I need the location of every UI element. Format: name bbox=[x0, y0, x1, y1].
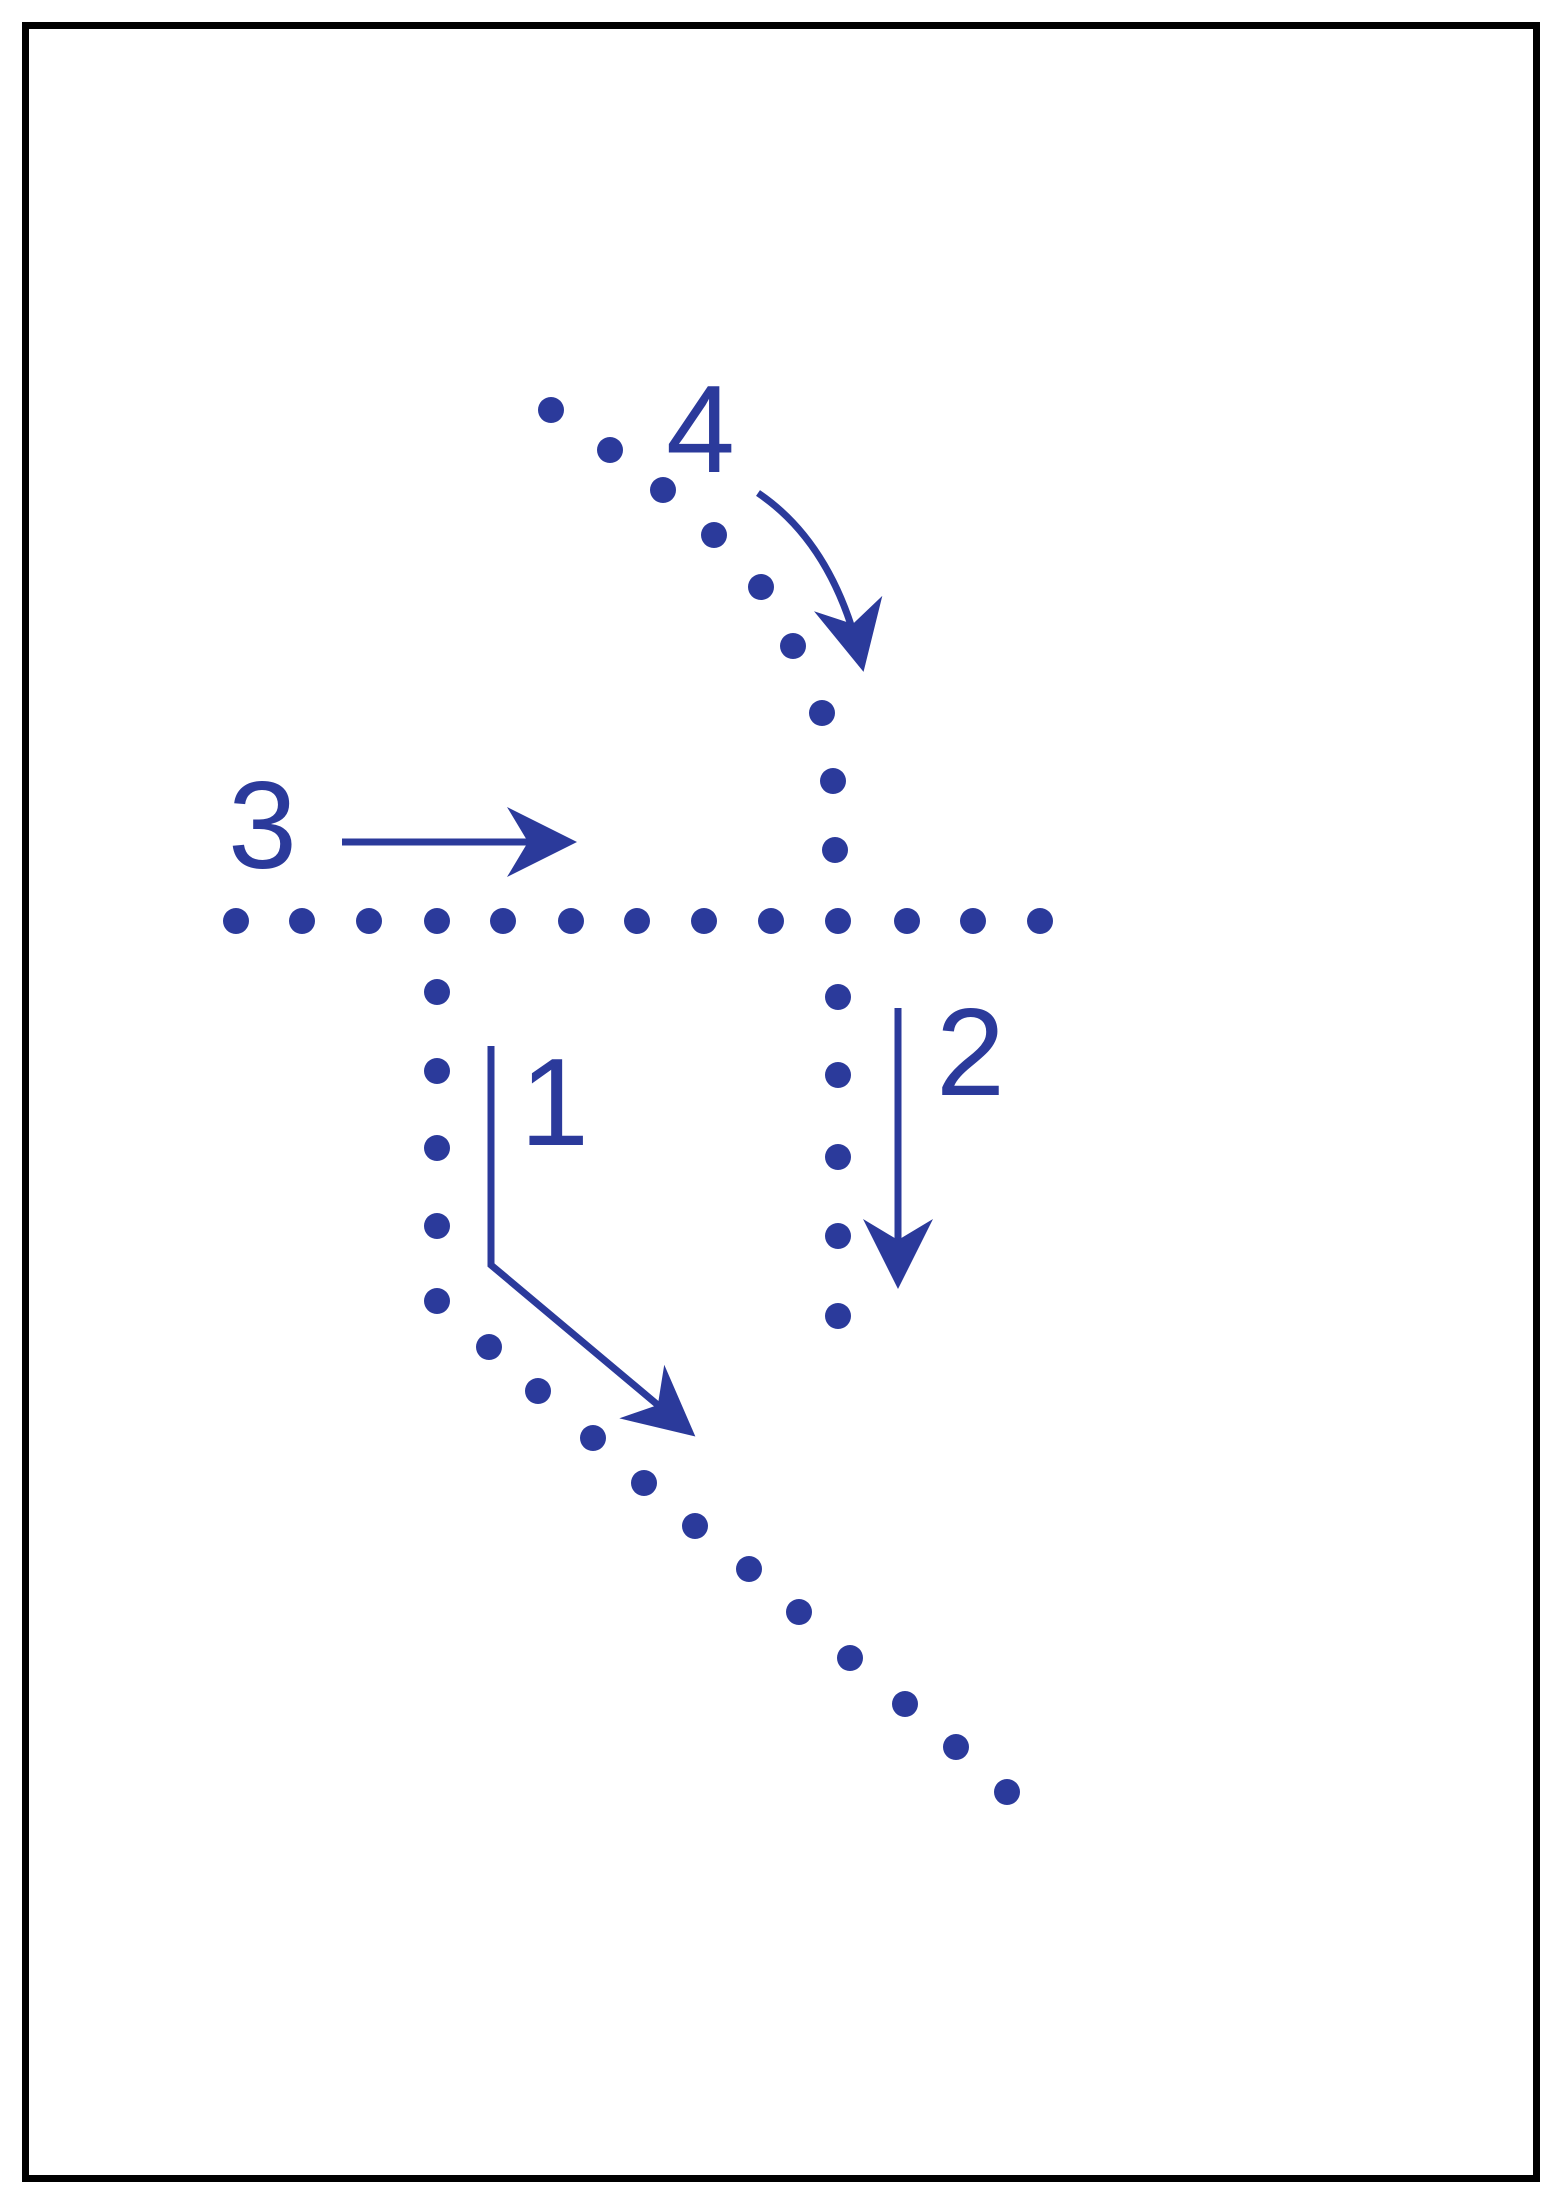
path-1-dot bbox=[476, 1334, 502, 1360]
horizontal-dot bbox=[1027, 908, 1053, 934]
horizontal-dot bbox=[624, 908, 650, 934]
path-4-dot bbox=[701, 522, 727, 548]
horizontal-dot bbox=[223, 908, 249, 934]
path-1-dot bbox=[424, 979, 450, 1005]
path-2-dot bbox=[825, 1144, 851, 1170]
horizontal-dot bbox=[758, 908, 784, 934]
dotted-paths bbox=[223, 397, 1053, 1805]
path-1-dot bbox=[943, 1734, 969, 1760]
path-2-dot bbox=[825, 1303, 851, 1329]
path-2-label: 2 bbox=[936, 984, 1005, 1122]
path-2-dot bbox=[825, 1223, 851, 1249]
horizontal-dot bbox=[558, 908, 584, 934]
path-4-dot bbox=[820, 768, 846, 794]
path-1-dots bbox=[424, 979, 1020, 1805]
path-1-dot bbox=[580, 1425, 606, 1451]
path-1-dot bbox=[525, 1378, 551, 1404]
path-1-dot bbox=[424, 1213, 450, 1239]
horizontal-dot bbox=[825, 908, 851, 934]
path-4-dot bbox=[650, 477, 676, 503]
path-1-dot bbox=[736, 1556, 762, 1582]
horizontal-dot bbox=[490, 908, 516, 934]
horizontal-dot bbox=[894, 908, 920, 934]
path-1-dot bbox=[424, 1288, 450, 1314]
path-4-dot bbox=[748, 574, 774, 600]
path-4-label: 4 bbox=[666, 361, 735, 499]
horizontal-dot bbox=[356, 908, 382, 934]
path-3-label: 3 bbox=[228, 757, 297, 895]
path-1-dot bbox=[424, 1058, 450, 1084]
horizontal-dot bbox=[289, 908, 315, 934]
path-2-dot bbox=[825, 984, 851, 1010]
path-2-dots bbox=[825, 984, 851, 1329]
path-4-dots bbox=[538, 397, 848, 863]
path-4-dot bbox=[780, 633, 806, 659]
path-1-dot bbox=[994, 1779, 1020, 1805]
path-1-dot bbox=[892, 1691, 918, 1717]
path-2-dot bbox=[825, 1062, 851, 1088]
path-1-dot bbox=[786, 1599, 812, 1625]
path-4-dot bbox=[538, 397, 564, 423]
path-4-arrow bbox=[756, 490, 883, 672]
horizontal-dot bbox=[424, 908, 450, 934]
path-1-dot bbox=[682, 1513, 708, 1539]
path-1-arrow bbox=[487, 1046, 696, 1437]
diagram-frame bbox=[22, 22, 1540, 2182]
path-4-dot bbox=[809, 700, 835, 726]
horizontal-dot bbox=[960, 908, 986, 934]
path-1-label: 1 bbox=[520, 1034, 589, 1172]
path-1-dot bbox=[837, 1645, 863, 1671]
horizontal-dots bbox=[223, 908, 1053, 934]
path-4-dot bbox=[597, 437, 623, 463]
horizontal-dot bbox=[691, 908, 717, 934]
path-1-dot bbox=[631, 1470, 657, 1496]
path-1-dot bbox=[424, 1135, 450, 1161]
path-4-dot bbox=[822, 837, 848, 863]
